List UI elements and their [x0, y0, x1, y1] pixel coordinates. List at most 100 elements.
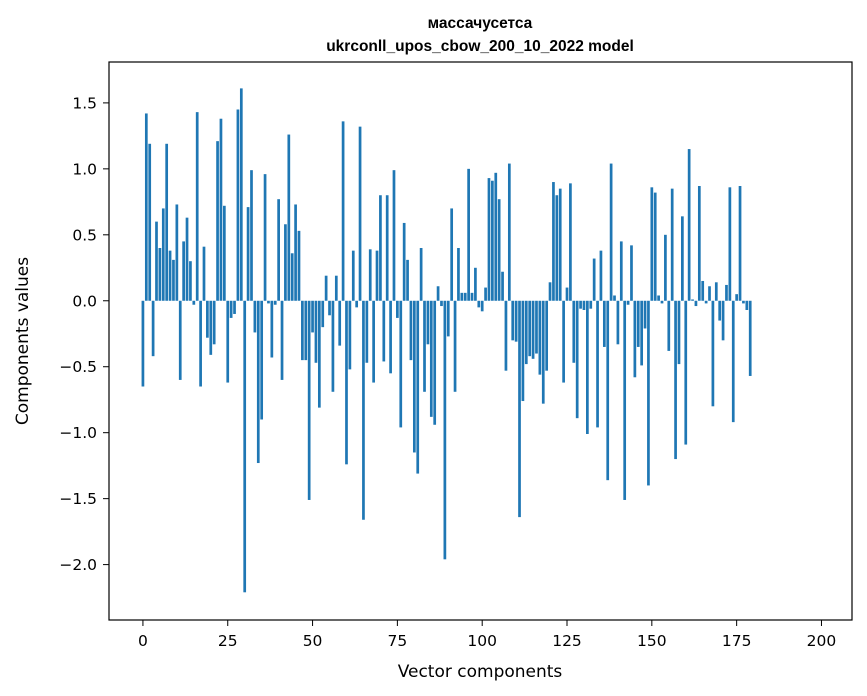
bar-74 [392, 170, 396, 301]
x-tick-label: 200 [807, 632, 837, 650]
bar-7 [165, 143, 169, 301]
bar-0 [141, 300, 145, 387]
bar-127 [572, 300, 576, 363]
bar-163 [694, 300, 698, 307]
bar-91 [450, 208, 454, 301]
y-tick-label: 0.5 [72, 226, 97, 244]
bar-102 [487, 178, 491, 301]
bar-72 [385, 195, 389, 301]
bar-82 [419, 248, 423, 301]
bar-110 [514, 300, 518, 342]
bar-8 [168, 250, 172, 301]
bar-34 [256, 300, 260, 464]
bar-2 [148, 143, 152, 301]
bar-107 [504, 300, 508, 371]
y-tick-label: −1.0 [59, 424, 97, 442]
bar-24 [222, 205, 226, 301]
bar-101 [484, 287, 487, 301]
bar-150 [650, 187, 654, 301]
bar-118 [541, 300, 545, 404]
bar-78 [406, 259, 409, 301]
bar-97 [470, 292, 474, 301]
bar-4 [155, 221, 158, 301]
bar-135 [599, 250, 603, 301]
y-axis: 1.5 1.0 0.5 0.0 −0.5 −1.0 −1.5 −2.0 [59, 94, 109, 574]
bar-151 [653, 192, 657, 301]
bar-146 [636, 300, 640, 347]
chart-subtitle: ukrconll_upos_cbow_200_10_2022 model [326, 38, 634, 55]
bar-54 [324, 275, 328, 301]
bar-47 [301, 300, 304, 361]
bar-40 [277, 199, 280, 301]
bar-157 [674, 300, 677, 460]
bar-68 [372, 300, 375, 383]
bar-128 [575, 300, 579, 419]
bar-3 [151, 300, 155, 357]
bar-159 [681, 216, 684, 301]
x-tick-label: 150 [637, 632, 667, 650]
bar-88 [440, 300, 443, 307]
bar-48 [304, 300, 308, 361]
bar-112 [521, 300, 525, 402]
bar-134 [596, 300, 599, 428]
bar-138 [609, 163, 613, 301]
bar-81 [416, 300, 420, 474]
bar-156 [670, 188, 674, 301]
bar-1 [144, 113, 148, 301]
bar-137 [606, 300, 610, 481]
y-axis-label: Components values [13, 257, 33, 425]
bar-33 [253, 300, 257, 333]
y-tick-label: −2.0 [59, 556, 97, 574]
bar-25 [226, 300, 230, 383]
bar-123 [558, 188, 562, 301]
bar-98 [474, 267, 477, 301]
x-tick-label: 125 [552, 632, 582, 650]
x-axis-label: Vector components [398, 662, 563, 682]
bar-171 [721, 300, 725, 341]
y-tick-label: −0.5 [59, 358, 97, 376]
bar-5 [158, 248, 162, 301]
bar-42 [284, 224, 287, 301]
bar-38 [270, 300, 274, 358]
bar-23 [219, 118, 223, 301]
bar-142 [623, 300, 627, 500]
bar-22 [216, 141, 219, 301]
bar-144 [630, 245, 633, 301]
bar-51 [314, 300, 318, 363]
chart-title: массачусетса [428, 15, 533, 32]
bar-162 [691, 299, 694, 301]
bar-154 [664, 234, 667, 301]
bar-139 [613, 295, 616, 301]
bar-62 [351, 250, 355, 301]
bar-153 [660, 300, 664, 304]
bar-129 [579, 300, 582, 309]
bar-143 [626, 300, 630, 305]
bar-26 [229, 300, 233, 318]
bar-20 [209, 300, 213, 355]
bar-130 [582, 300, 586, 310]
x-tick-label: 0 [138, 632, 148, 650]
x-tick-label: 50 [303, 632, 323, 650]
bar-55 [328, 300, 331, 316]
bar-124 [562, 300, 565, 383]
plot-frame [108, 61, 853, 621]
bar-155 [667, 300, 671, 351]
bar-31 [246, 207, 250, 301]
bar-49 [307, 300, 311, 500]
bar-106 [501, 271, 504, 301]
bar-73 [389, 300, 392, 374]
bar-30 [243, 300, 247, 593]
bar-149 [647, 300, 650, 486]
bar-12 [182, 241, 185, 301]
bar-105 [497, 199, 501, 301]
bar-46 [297, 230, 301, 301]
bar-131 [586, 300, 589, 434]
bar-152 [657, 295, 660, 301]
bar-121 [552, 182, 555, 301]
x-tick-label: 25 [218, 632, 238, 650]
x-tick-label: 175 [722, 632, 752, 650]
bar-177 [742, 300, 745, 304]
bar-17 [199, 300, 202, 387]
bar-174 [731, 300, 735, 423]
bar-85 [429, 300, 433, 417]
